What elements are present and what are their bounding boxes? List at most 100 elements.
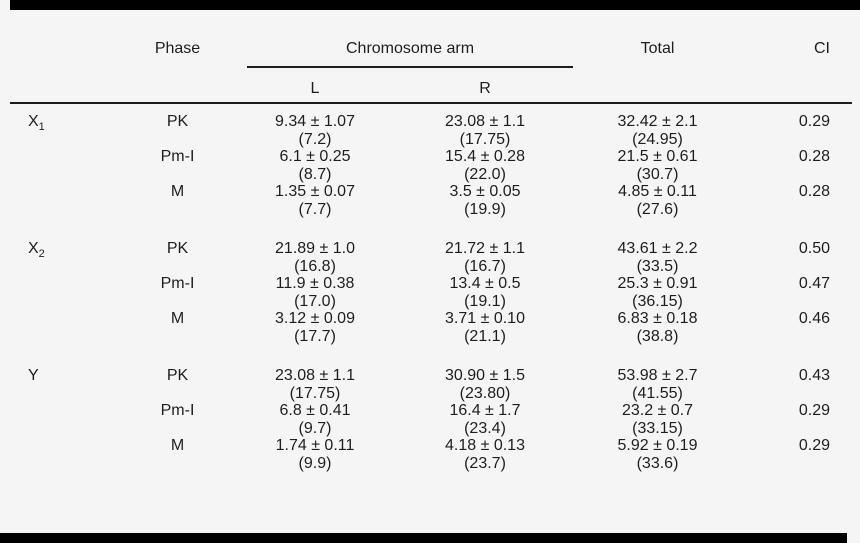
arm-left-value: 6.8 ± 0.41	[279, 402, 351, 419]
group-y: Y PK 23.08 ± 1.1 (17.75) 30.90 ± 1.5 (23…	[0, 367, 860, 472]
ci-cell: 0.29	[798, 437, 830, 454]
group-x1: X1 PK 9.34 ± 1.07 (7.2) 23.08 ± 1.1 (17.…	[0, 113, 860, 218]
ci-cell: 0.28	[798, 183, 830, 200]
arm-right-percent: (19.9)	[464, 200, 506, 218]
total-value: 5.92 ± 0.19	[617, 437, 698, 454]
table-row: M 3.12 ± 0.09 (17.7) 3.71 ± 0.10 (21.1) …	[0, 310, 860, 345]
ci-cell: 0.29	[798, 402, 830, 419]
arm-left-percent: (9.7)	[298, 419, 332, 437]
table-row: M 1.74 ± 0.11 (9.9) 4.18 ± 0.13 (23.7) 5…	[0, 437, 860, 472]
arm-right-percent: (22.0)	[464, 165, 506, 183]
phase-cell: Pm-I	[160, 148, 195, 165]
header-spacer	[740, 80, 860, 97]
total-cell: 32.42 ± 2.1 (24.95)	[575, 113, 740, 148]
arm-left-percent: (17.0)	[294, 292, 336, 310]
phase-cell: Pm-I	[160, 275, 195, 292]
header-divider-rule	[10, 102, 852, 104]
total-percent: (41.55)	[632, 384, 683, 402]
row-label-empty	[0, 148, 120, 183]
total-percent: (33.15)	[632, 419, 683, 437]
header-row-label-spacer	[0, 40, 120, 68]
total-cell: 4.85 ± 0.11 (27.6)	[575, 183, 740, 218]
table-header-row-2: L R	[0, 80, 860, 97]
total-percent: (33.5)	[636, 257, 679, 275]
phase-cell: PK	[166, 113, 189, 130]
arm-right-value: 21.72 ± 1.1	[445, 240, 525, 257]
header-ci: CI	[814, 40, 830, 57]
table-row: Y PK 23.08 ± 1.1 (17.75) 30.90 ± 1.5 (23…	[0, 367, 860, 402]
arm-left-cell: 1.35 ± 0.07 (7.7)	[235, 183, 395, 218]
arm-left-percent: (8.7)	[298, 165, 332, 183]
arm-left-value: 9.34 ± 1.07	[275, 113, 355, 130]
total-cell: 21.5 ± 0.61 (30.7)	[575, 148, 740, 183]
table-top-rule	[10, 0, 860, 10]
table-body: X1 PK 9.34 ± 1.07 (7.2) 23.08 ± 1.1 (17.…	[0, 113, 860, 472]
arm-left-cell: 11.9 ± 0.38 (17.0)	[235, 275, 395, 310]
row-label-empty	[0, 275, 120, 310]
header-spacer	[0, 80, 120, 97]
row-label: X1	[0, 113, 120, 148]
arm-right-value: 30.90 ± 1.5	[445, 367, 525, 384]
row-label: Y	[0, 367, 120, 402]
table-row: X2 PK 21.89 ± 1.0 (16.8) 21.72 ± 1.1 (16…	[0, 240, 860, 275]
row-label-empty	[0, 310, 120, 345]
total-value: 23.2 ± 0.7	[621, 402, 694, 419]
arm-left-value: 1.74 ± 0.11	[275, 437, 355, 454]
header-spacer	[575, 80, 740, 97]
header-chromosome-arm: Chromosome arm	[247, 40, 573, 68]
arm-left-cell: 23.08 ± 1.1 (17.75)	[235, 367, 395, 402]
total-value: 25.3 ± 0.91	[617, 275, 698, 292]
arm-left-percent: (16.8)	[294, 257, 336, 275]
arm-left-value: 3.12 ± 0.09	[275, 310, 355, 327]
total-value: 21.5 ± 0.61	[617, 148, 698, 165]
total-cell: 23.2 ± 0.7 (33.15)	[575, 402, 740, 437]
total-percent: (24.95)	[632, 130, 683, 148]
header-phase: Phase	[154, 40, 201, 57]
total-cell: 6.83 ± 0.18 (38.8)	[575, 310, 740, 345]
arm-right-value: 16.4 ± 1.7	[449, 402, 521, 419]
row-label-empty	[0, 437, 120, 472]
ci-cell: 0.43	[798, 367, 830, 384]
total-value: 53.98 ± 2.7	[617, 367, 698, 384]
arm-right-value: 23.08 ± 1.1	[445, 113, 525, 130]
arm-right-value: 3.71 ± 0.10	[445, 310, 525, 327]
arm-left-percent: (7.7)	[298, 200, 332, 218]
row-label-subscript: 2	[38, 248, 45, 261]
arm-right-cell: 15.4 ± 0.28 (22.0)	[395, 148, 575, 183]
arm-right-value: 3.5 ± 0.05	[449, 183, 521, 200]
total-value: 6.83 ± 0.18	[617, 310, 698, 327]
table-row: X1 PK 9.34 ± 1.07 (7.2) 23.08 ± 1.1 (17.…	[0, 113, 860, 148]
table-row: Pm-I 6.1 ± 0.25 (8.7) 15.4 ± 0.28 (22.0)…	[0, 148, 860, 183]
arm-right-percent: (23.4)	[464, 419, 506, 437]
arm-left-value: 11.9 ± 0.38	[275, 275, 355, 292]
arm-right-cell: 21.72 ± 1.1 (16.7)	[395, 240, 575, 275]
total-cell: 53.98 ± 2.7 (41.55)	[575, 367, 740, 402]
total-cell: 25.3 ± 0.91 (36.15)	[575, 275, 740, 310]
header-spacer	[120, 80, 235, 97]
total-percent: (38.8)	[636, 327, 679, 345]
phase-cell: PK	[166, 367, 189, 384]
table-header-row-1: Phase Chromosome arm Total CI	[0, 40, 860, 68]
table-bottom-rule	[0, 533, 847, 543]
arm-left-value: 21.89 ± 1.0	[275, 240, 355, 257]
row-label-empty	[0, 183, 120, 218]
table-row: Pm-I 11.9 ± 0.38 (17.0) 13.4 ± 0.5 (19.1…	[0, 275, 860, 310]
arm-left-percent: (17.7)	[294, 327, 336, 345]
arm-right-cell: 16.4 ± 1.7 (23.4)	[395, 402, 575, 437]
arm-left-value: 1.35 ± 0.07	[275, 183, 355, 200]
phase-cell: M	[170, 310, 185, 327]
table-row: M 1.35 ± 0.07 (7.7) 3.5 ± 0.05 (19.9) 4.…	[0, 183, 860, 218]
table-row: Pm-I 6.8 ± 0.41 (9.7) 16.4 ± 1.7 (23.4) …	[0, 402, 860, 437]
phase-cell: PK	[166, 240, 189, 257]
header-arm-right: R	[479, 80, 491, 97]
total-percent: (33.6)	[636, 454, 679, 472]
group-x2: X2 PK 21.89 ± 1.0 (16.8) 21.72 ± 1.1 (16…	[0, 240, 860, 345]
row-label-text: X	[28, 240, 39, 257]
row-label-text: X	[28, 113, 39, 130]
arm-left-value: 23.08 ± 1.1	[275, 367, 355, 384]
ci-cell: 0.46	[798, 310, 830, 327]
ci-cell: 0.47	[798, 275, 830, 292]
total-percent: (27.6)	[636, 200, 679, 218]
total-cell: 5.92 ± 0.19 (33.6)	[575, 437, 740, 472]
arm-left-percent: (17.75)	[289, 384, 341, 402]
